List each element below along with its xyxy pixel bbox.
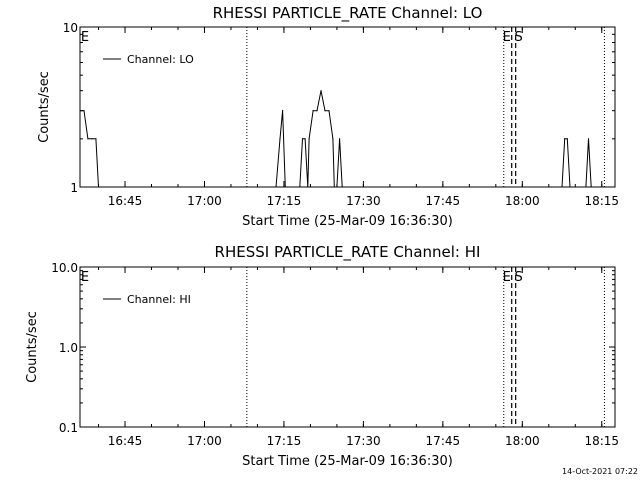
x-tick-label: 16:45 — [108, 194, 143, 208]
data-point — [91, 138, 93, 140]
data-point — [87, 138, 89, 140]
data-point — [312, 110, 314, 112]
y-tick-label: 10.0 — [51, 261, 78, 275]
y-axis-label: Counts/sec — [25, 311, 40, 383]
data-point — [587, 138, 590, 140]
data-point — [564, 138, 566, 140]
data-point — [561, 186, 563, 187]
data-point — [332, 138, 334, 140]
legend-label: Channel: HI — [127, 293, 191, 306]
x-tick-label: 18:00 — [505, 194, 540, 208]
data-point — [97, 186, 100, 187]
data-point — [307, 186, 309, 187]
data-point — [308, 138, 310, 140]
x-tick-label: 16:45 — [108, 434, 143, 448]
data-point — [328, 110, 330, 112]
x-tick-label: 17:00 — [187, 434, 222, 448]
x-tick-label: 17:30 — [346, 194, 381, 208]
data-point — [333, 186, 335, 187]
x-axis-label: Start Time (25-Mar-09 16:36:30) — [242, 214, 453, 229]
chart-title: RHESSI PARTICLE_RATE Channel: HI — [215, 243, 481, 262]
x-tick-label: 18:15 — [584, 194, 619, 208]
data-point — [284, 186, 286, 187]
data-point — [566, 138, 568, 140]
x-tick-label: 18:00 — [505, 434, 540, 448]
data-point — [341, 186, 343, 187]
data-point — [336, 186, 338, 187]
x-tick-label: 17:00 — [187, 194, 222, 208]
timestamp-label: 14-Oct-2021 07:22 — [562, 467, 638, 476]
data-point — [569, 186, 571, 187]
x-tick-label: 18:15 — [584, 434, 619, 448]
corner-marker-label: E — [81, 30, 89, 45]
corner-marker-label: E — [81, 270, 89, 285]
plot-frame — [79, 26, 616, 188]
y-tick-label: 1 — [70, 181, 78, 195]
data-point — [304, 138, 306, 140]
data-point — [83, 110, 85, 112]
x-axis-label: Start Time (25-Mar-09 16:36:30) — [242, 454, 453, 469]
data-point — [301, 138, 304, 140]
y-tick-label: 10 — [63, 21, 78, 35]
plot-frame — [79, 266, 616, 428]
data-point — [95, 138, 97, 140]
x-tick-label: 17:30 — [346, 434, 381, 448]
legend-label: Channel: LO — [127, 53, 194, 66]
data-point — [275, 186, 277, 187]
data-point — [282, 110, 284, 112]
data-point — [585, 186, 587, 187]
data-point — [590, 186, 592, 187]
series-line-lo — [80, 90, 592, 187]
data-point — [338, 138, 341, 140]
data-point — [279, 138, 281, 140]
event-marker-label: S — [515, 270, 523, 285]
y-tick-label: 0.1 — [59, 421, 78, 435]
y-axis-label: Counts/sec — [37, 71, 52, 143]
chart-title: RHESSI PARTICLE_RATE Channel: LO — [213, 4, 483, 23]
x-tick-label: 17:15 — [267, 434, 302, 448]
x-tick-label: 17:45 — [426, 434, 461, 448]
event-marker-label: S — [515, 30, 523, 45]
data-point — [324, 110, 326, 112]
event-marker-label: E — [503, 270, 511, 285]
y-tick-label: 1.0 — [59, 341, 78, 355]
data-point — [320, 90, 322, 92]
x-tick-label: 17:15 — [267, 194, 302, 208]
event-marker-label: E — [503, 30, 511, 45]
x-tick-label: 17:45 — [426, 194, 461, 208]
data-point — [80, 110, 81, 112]
data-point — [316, 110, 318, 112]
data-point — [299, 186, 301, 187]
